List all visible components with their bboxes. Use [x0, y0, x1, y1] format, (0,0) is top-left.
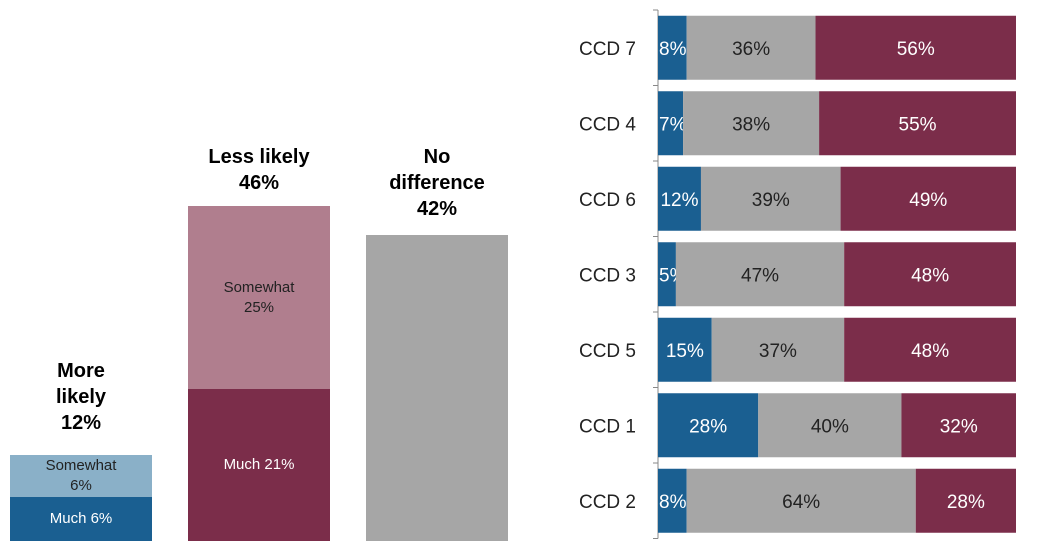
data-label: 48%	[911, 265, 949, 286]
less-likely-line1: Less likely	[208, 146, 310, 168]
data-label: 15%	[666, 341, 704, 362]
bar-no-difference	[366, 235, 508, 541]
data-label: 28%	[947, 492, 985, 513]
data-label: 64%	[782, 492, 820, 513]
bar-segment	[686, 468, 916, 533]
bar-more-much: Much 6%	[10, 497, 152, 541]
data-label: 28%	[689, 416, 727, 437]
category-label: CCD 6	[579, 190, 636, 211]
bar-segment	[658, 91, 684, 156]
bar-less-somewhat: Somewhat 25%	[188, 206, 330, 389]
bar-segment	[658, 317, 712, 382]
bar-more-somewhat: Somewhat 6%	[10, 455, 152, 497]
data-label: 48%	[911, 341, 949, 362]
data-label: 36%	[732, 39, 770, 60]
less-likely-header: Less likely 46%	[188, 144, 330, 196]
bar-segment	[840, 166, 1016, 231]
bar-segment	[901, 393, 1016, 458]
bar-segment	[758, 393, 902, 458]
category-label: CCD 5	[579, 341, 636, 362]
more-likely-line1: More	[57, 360, 105, 382]
less-much-label: Much 21%	[223, 456, 295, 473]
bar-less-much: Much 21%	[188, 389, 330, 541]
category-label: CCD 2	[579, 492, 636, 513]
data-label: 12%	[660, 190, 698, 211]
bar-segment	[686, 15, 816, 80]
data-label: 38%	[732, 114, 770, 135]
bar-segment	[844, 242, 1016, 307]
bar-segment	[658, 15, 687, 80]
more-likely-pct: 12%	[60, 412, 102, 434]
no-difference-line1: No	[423, 146, 451, 168]
bar-segment	[711, 317, 845, 382]
more-much-label: Much 6%	[49, 510, 113, 527]
data-label: 56%	[897, 39, 935, 60]
data-label: 40%	[811, 416, 849, 437]
less-likely-pct: 46%	[238, 172, 280, 194]
category-label: CCD 3	[579, 265, 636, 286]
bar-segment	[915, 468, 1016, 533]
more-likely-header: More likely 12%	[10, 358, 152, 436]
data-label: 47%	[741, 265, 779, 286]
category-label: CCD 7	[579, 39, 636, 60]
no-difference-header: No difference 42%	[366, 144, 508, 222]
category-label: CCD 4	[579, 114, 636, 135]
more-somewhat-value: 6%	[70, 477, 92, 494]
less-somewhat-value: 25%	[243, 298, 275, 316]
bar-segment	[675, 242, 845, 307]
bar-segment	[658, 242, 676, 307]
more-likely-line2: likely	[55, 386, 107, 408]
bar-segment	[658, 468, 687, 533]
bar-segment	[844, 317, 1016, 382]
data-label: 37%	[759, 341, 797, 362]
bar-segment	[819, 91, 1016, 156]
data-label: 8%	[659, 492, 687, 513]
more-somewhat-label: Somewhat	[45, 457, 117, 474]
bar-segment	[658, 166, 701, 231]
data-label: 8%	[659, 39, 687, 60]
less-somewhat-label: Somewhat	[223, 278, 295, 296]
data-label: 32%	[940, 416, 978, 437]
bar-segment	[700, 166, 841, 231]
data-label: 49%	[909, 190, 947, 211]
data-label: 39%	[752, 190, 790, 211]
no-difference-pct: 42%	[416, 198, 458, 220]
data-label: 55%	[899, 114, 937, 135]
bar-segment	[658, 393, 759, 458]
bar-segment	[815, 15, 1016, 80]
bar-segment	[683, 91, 820, 156]
no-difference-line2: difference	[389, 172, 485, 194]
category-label: CCD 1	[579, 416, 636, 437]
data-label: 7%	[659, 114, 687, 135]
